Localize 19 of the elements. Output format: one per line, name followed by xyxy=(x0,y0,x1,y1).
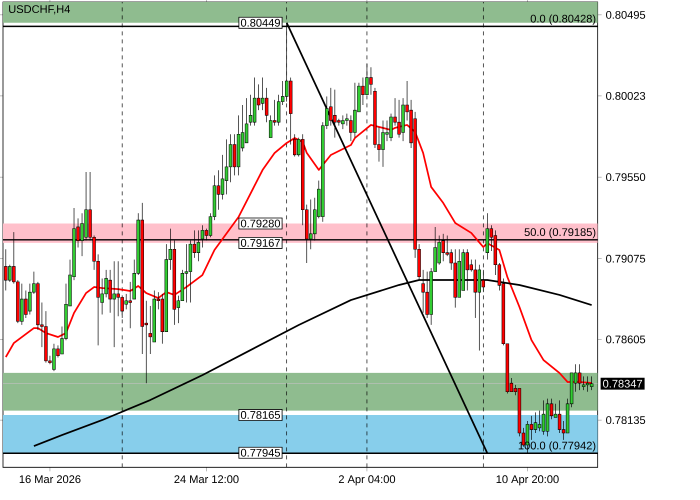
x-tick-label: 16 Mar 2026 xyxy=(20,475,81,484)
annotation: 0.79167 xyxy=(240,239,280,247)
annotation: 0.80449 xyxy=(240,18,280,27)
y-tick-label: 0.78605 xyxy=(606,336,646,344)
x-tick-label: 10 Apr 20:00 xyxy=(496,475,559,486)
y-tick-label: 0.80023 xyxy=(606,92,646,100)
y-tick-label: 0.80495 xyxy=(606,10,646,19)
chart-title: USDCHF,H4 xyxy=(9,5,70,14)
annotation: 0.79280 xyxy=(240,220,280,228)
x-tick-label: 2 Apr 04:00 xyxy=(338,475,396,486)
annotation: 0.77945 xyxy=(240,448,280,457)
annotation: 0.78165 xyxy=(240,411,280,419)
ref-line-label: 50.0 (0.79185) xyxy=(524,228,596,238)
y-tick-label: 0.79075 xyxy=(606,254,646,263)
y-tick-label: 0.79550 xyxy=(606,173,646,182)
y-tick-label: 0.78135 xyxy=(606,416,646,424)
x-tick-label: 24 Mar 12:00 xyxy=(174,475,239,484)
ref-line-label: 0.0 (0.80428) xyxy=(530,14,596,25)
ref-line-label: 0.78347 xyxy=(603,380,642,388)
